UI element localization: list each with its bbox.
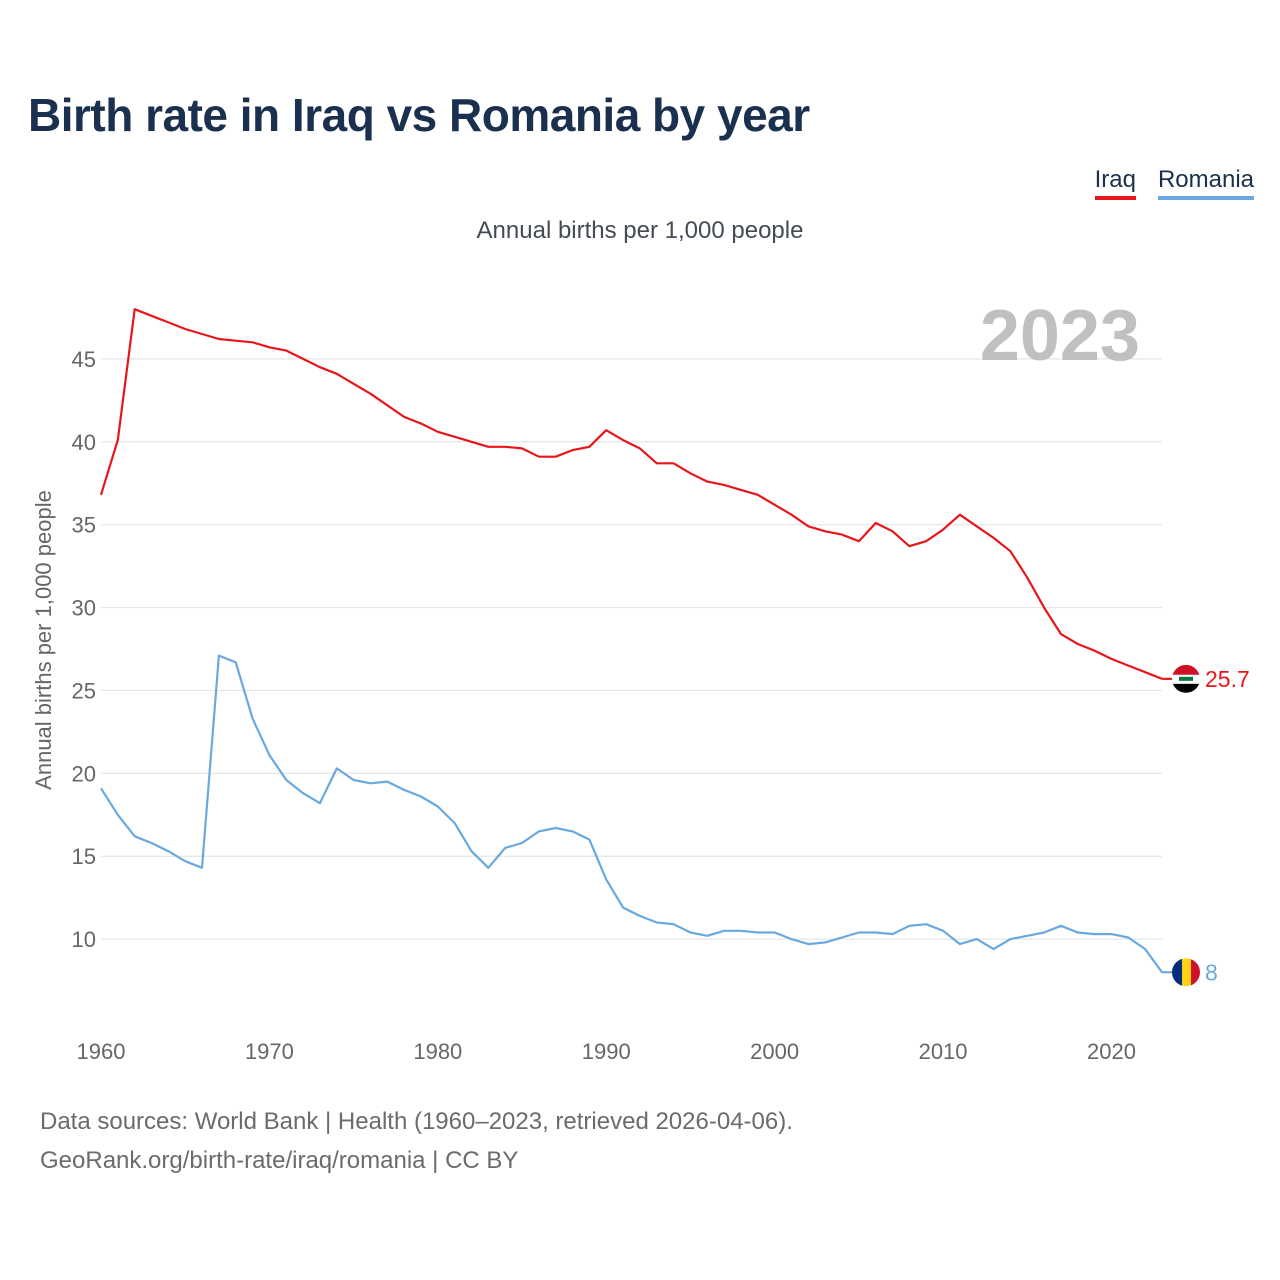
y-tick-label: 15 xyxy=(72,844,96,869)
x-tick-label: 2020 xyxy=(1087,1039,1136,1064)
y-tick-label: 25 xyxy=(72,678,96,703)
end-label-iraq: 25.7 xyxy=(1205,666,1250,692)
y-tick-label: 45 xyxy=(72,347,96,372)
end-label-romania: 8 xyxy=(1205,959,1218,985)
year-label: 2023 xyxy=(980,296,1140,376)
chart-title: Birth rate in Iraq vs Romania by year xyxy=(28,89,810,141)
y-tick-label: 35 xyxy=(72,513,96,538)
legend-item-iraq[interactable]: Iraq xyxy=(1094,166,1136,200)
y-tick-label: 10 xyxy=(72,927,96,952)
x-tick-label: 2000 xyxy=(750,1039,799,1064)
y-axis-label: Annual births per 1,000 people xyxy=(31,490,56,790)
series-line-iraq xyxy=(99,308,1163,680)
x-tick-label: 1990 xyxy=(582,1039,631,1064)
x-tick-label: 1980 xyxy=(413,1039,462,1064)
legend: Iraq Romania xyxy=(1094,166,1254,200)
source-link[interactable]: GeoRank.org/birth-rate/iraq/romania | CC… xyxy=(40,1147,519,1174)
y-tick-label: 20 xyxy=(72,761,96,786)
iraq-flag-icon xyxy=(1172,664,1200,693)
romania-flag-icon xyxy=(1172,958,1200,987)
legend-item-romania[interactable]: Romania xyxy=(1157,166,1254,200)
series-line-romania xyxy=(100,654,1163,973)
y-tick-label: 30 xyxy=(72,596,96,621)
y-tick-label: 40 xyxy=(72,430,96,455)
x-tick-label: 2010 xyxy=(919,1039,968,1064)
x-tick-label: 1970 xyxy=(245,1039,294,1064)
source-note: Data sources: World Bank | Health (1960–… xyxy=(40,1108,793,1135)
chart-subtitle: Annual births per 1,000 people xyxy=(476,217,804,244)
x-tick-label: 1960 xyxy=(77,1039,126,1064)
